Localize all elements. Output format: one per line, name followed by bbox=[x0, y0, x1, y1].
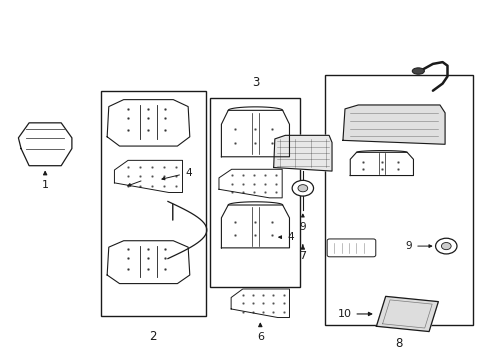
Text: 2: 2 bbox=[149, 330, 157, 343]
Circle shape bbox=[297, 185, 307, 192]
Text: 6: 6 bbox=[256, 323, 263, 342]
Polygon shape bbox=[219, 169, 282, 198]
Polygon shape bbox=[107, 241, 189, 284]
Polygon shape bbox=[221, 111, 289, 157]
Polygon shape bbox=[231, 289, 289, 318]
Text: 4: 4 bbox=[278, 232, 293, 242]
Circle shape bbox=[291, 180, 313, 196]
Text: 1: 1 bbox=[41, 171, 48, 190]
Text: 10: 10 bbox=[337, 309, 371, 319]
Text: 4: 4 bbox=[162, 168, 191, 180]
Polygon shape bbox=[221, 205, 289, 248]
Bar bbox=[324, 75, 472, 325]
Text: 8: 8 bbox=[394, 337, 402, 350]
Polygon shape bbox=[376, 296, 437, 332]
Polygon shape bbox=[342, 105, 444, 144]
Polygon shape bbox=[114, 160, 182, 193]
Bar bbox=[101, 91, 205, 316]
Polygon shape bbox=[349, 152, 413, 176]
Polygon shape bbox=[273, 135, 331, 171]
FancyBboxPatch shape bbox=[326, 239, 375, 257]
Text: 3: 3 bbox=[251, 76, 259, 89]
Text: 5: 5 bbox=[278, 139, 293, 149]
Text: 9: 9 bbox=[299, 214, 305, 232]
Bar bbox=[210, 98, 300, 287]
Ellipse shape bbox=[411, 68, 424, 74]
Text: 9: 9 bbox=[405, 241, 431, 251]
Circle shape bbox=[441, 243, 450, 249]
Text: 7: 7 bbox=[299, 245, 306, 261]
Polygon shape bbox=[19, 123, 72, 166]
Polygon shape bbox=[107, 100, 189, 146]
Circle shape bbox=[435, 238, 456, 254]
